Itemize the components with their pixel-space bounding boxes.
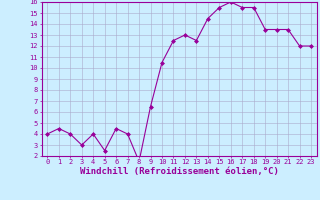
X-axis label: Windchill (Refroidissement éolien,°C): Windchill (Refroidissement éolien,°C)	[80, 167, 279, 176]
